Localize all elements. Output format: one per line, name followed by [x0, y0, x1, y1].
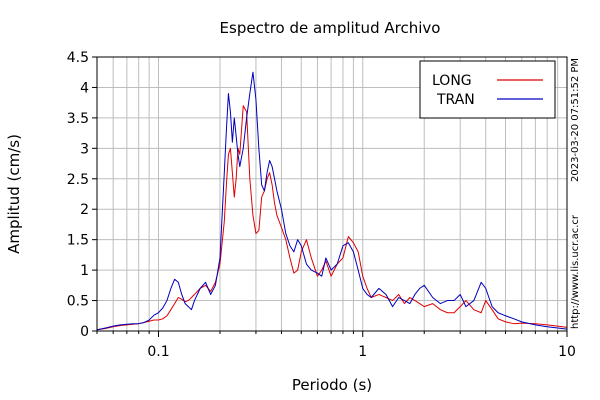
y-tick-label: 3.5 [67, 111, 89, 127]
y-tick-label: 0 [80, 324, 89, 340]
plot-frame [96, 56, 568, 332]
x-tick-label: 1 [358, 344, 367, 360]
y-tick-label: 1.5 [67, 233, 89, 249]
series-line-long [96, 105, 568, 331]
legend-label-tran: TRAN [436, 92, 475, 108]
y-axis-ticks: 0 0.5 1 1.5 2 2.5 3 3.5 4 4.5 [67, 50, 97, 340]
x-axis-ticks: 0.1 1 10 [96, 331, 576, 360]
data-series [96, 71, 568, 331]
website-label: http://www.lis.ucr.ac.cr [570, 214, 581, 329]
y-axis-label: Amplitud (cm/s) [5, 134, 23, 254]
y-tick-label: 2.5 [67, 172, 89, 188]
y-tick-label: 4.5 [67, 50, 89, 66]
y-tick-label: 0.5 [67, 294, 89, 310]
legend-label-long: LONG [432, 73, 472, 89]
legend-box [419, 60, 556, 119]
series-line-tran [96, 71, 568, 331]
timestamp-label: 2023-03-20 07:51:52 PM [570, 58, 581, 182]
x-tick-label: 0.1 [147, 344, 169, 360]
x-axis-label: Periodo (s) [292, 376, 372, 394]
y-tick-label: 2 [80, 202, 89, 218]
y-tick-label: 3 [80, 141, 89, 157]
chart-title: Espectro de amplitud Archivo [220, 19, 441, 37]
y-tick-label: 1 [80, 263, 89, 279]
y-tick-label: 4 [80, 80, 89, 96]
grid-lines [96, 56, 568, 332]
x-tick-label: 10 [558, 344, 576, 360]
legend: LONG TRAN [419, 60, 556, 119]
